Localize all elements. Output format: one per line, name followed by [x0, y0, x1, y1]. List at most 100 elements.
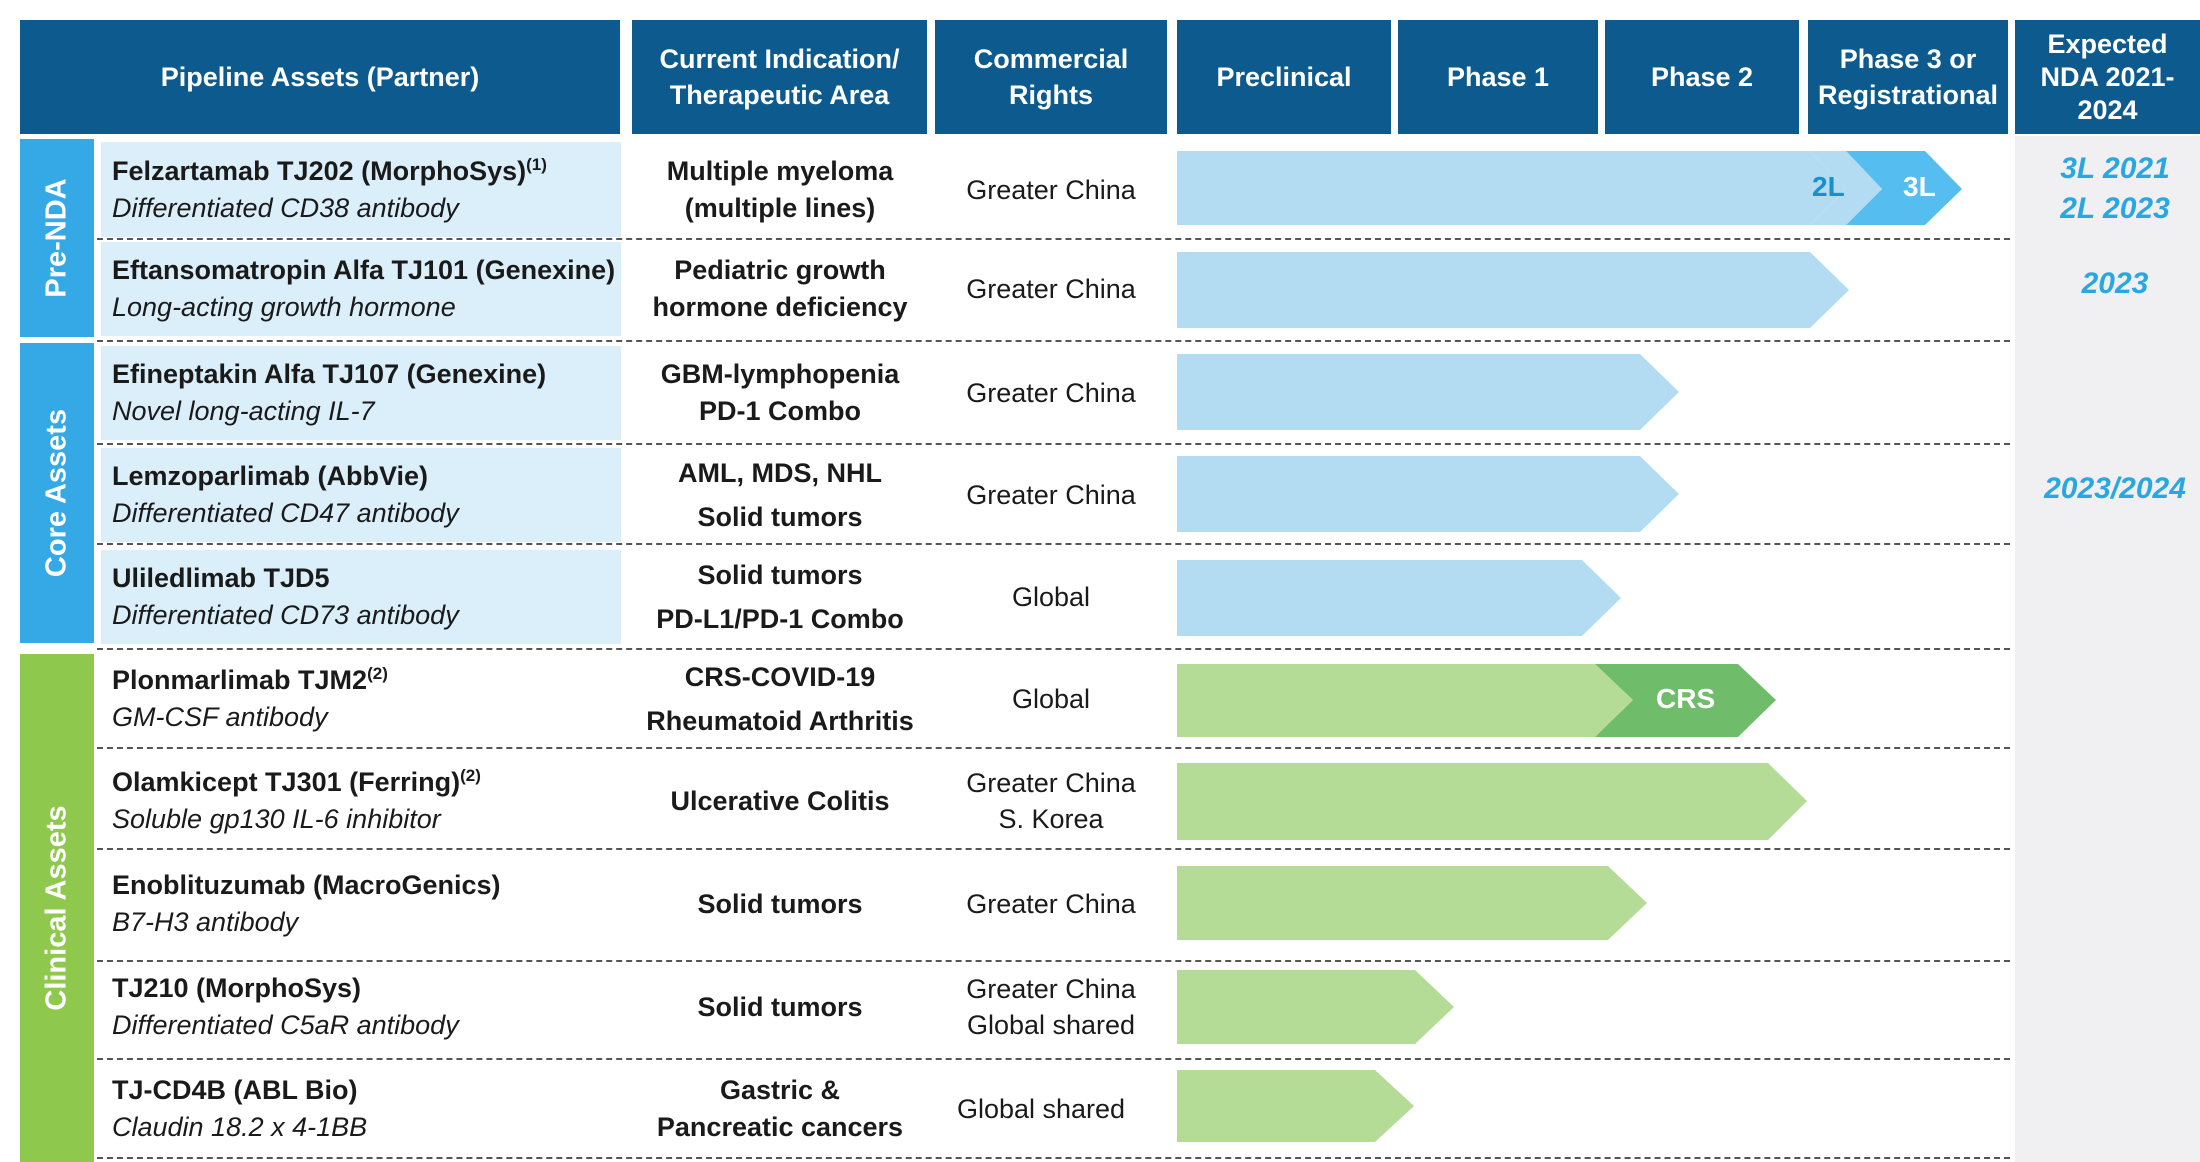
- asset-efineptakin: Efineptakin Alfa TJ107 (Genexine) Novel …: [112, 346, 632, 440]
- indication-felzartamab: Multiple myeloma (multiple lines): [630, 142, 930, 237]
- row-divider: [97, 848, 2010, 850]
- nda-line: 2L 2023: [2060, 192, 2170, 225]
- asset-description: Soluble gp130 IL-6 inhibitor: [112, 804, 441, 834]
- indication-tj210: Solid tumors: [630, 960, 930, 1054]
- row-divider: [97, 747, 2010, 749]
- row-divider: [97, 443, 2010, 445]
- progress-arrow-tj-cd4b: [1177, 1070, 1414, 1142]
- indication-line: PD-L1/PD-1 Combo: [656, 604, 904, 634]
- asset-name: Efineptakin Alfa TJ107 (Genexine): [112, 359, 547, 389]
- indication-line: hormone deficiency: [652, 292, 908, 322]
- indication-enoblituzumab: Solid tumors: [630, 857, 930, 951]
- indication-line: Solid tumors: [697, 888, 863, 919]
- asset-name: Eftansomatropin Alfa TJ101 (Genexine): [112, 255, 616, 285]
- header-preclinical: Preclinical: [1177, 20, 1391, 134]
- row-divider: [97, 648, 2010, 650]
- indication-plonmarlimab: CRS-COVID-19 Rheumatoid Arthritis: [630, 652, 930, 746]
- row-divider: [97, 340, 2010, 342]
- rights-olamkicept: Greater China S. Korea: [935, 754, 1167, 848]
- asset-tj210: TJ210 (MorphoSys) Differentiated C5aR an…: [112, 960, 632, 1054]
- footnote-marker: (2): [460, 766, 481, 785]
- rights-line: Greater China: [966, 974, 1136, 1004]
- progress-arrow-uliledlimab: [1177, 560, 1621, 636]
- asset-name: Lemzoparlimab (AbbVie): [112, 461, 429, 491]
- asset-name: TJ-CD4B (ABL Bio): [112, 1075, 358, 1105]
- indication-lemzoparlimab: AML, MDS, NHL Solid tumors: [630, 448, 930, 542]
- rights-line: Global shared: [966, 1010, 1136, 1040]
- rights-lemzoparlimab: Greater China: [935, 448, 1167, 542]
- rights-line: S. Korea: [998, 804, 1104, 834]
- asset-description: Novel long-acting IL-7: [112, 396, 375, 426]
- rights-uliledlimab: Global: [935, 550, 1167, 644]
- asset-name: Uliledlimab TJD5: [112, 563, 330, 593]
- group-pre-nda: Pre-NDA: [20, 139, 94, 337]
- asset-description: Long-acting growth hormone: [112, 292, 456, 322]
- indication-olamkicept: Ulcerative Colitis: [630, 754, 930, 848]
- progress-arrow-enoblituzumab: [1177, 866, 1647, 940]
- asset-highlight: [101, 142, 621, 237]
- indication-tj-cd4b: Gastric & Pancreatic cancers: [630, 1062, 930, 1156]
- asset-highlight: [101, 242, 621, 336]
- asset-felzartamab: Felzartamab TJ202 (MorphoSys)(1) Differe…: [112, 142, 632, 237]
- rights-felzartamab: Greater China: [935, 142, 1167, 237]
- rights-enoblituzumab: Greater China: [935, 857, 1167, 951]
- progress-arrow-tj210: [1177, 970, 1454, 1044]
- nda-eftansomatropin: 2023: [2081, 267, 2149, 300]
- stage-label-crs: CRS: [1656, 683, 1716, 714]
- rights-line: Greater China: [966, 174, 1136, 205]
- indication-line: Pediatric growth: [674, 255, 886, 285]
- progress-arrow-olamkicept: [1177, 763, 1807, 840]
- nda-core: 2023/2024: [2044, 472, 2186, 505]
- row-divider: [97, 1058, 2010, 1060]
- footnote-marker: (2): [367, 664, 388, 683]
- indication-line: Ulcerative Colitis: [670, 785, 890, 816]
- indication-eftansomatropin: Pediatric growth hormone deficiency: [630, 242, 930, 336]
- indication-line: AML, MDS, NHL: [678, 458, 882, 488]
- rights-line: Global shared: [956, 1094, 1126, 1124]
- header-indication: Current Indication/ Therapeutic Area: [632, 20, 927, 134]
- rights-line: Global: [1011, 582, 1091, 612]
- asset-highlight: [101, 550, 621, 644]
- asset-lemzoparlimab: Lemzoparlimab (AbbVie) Differentiated CD…: [112, 448, 632, 542]
- rights-line: Greater China: [966, 378, 1136, 408]
- header-phase1: Phase 1: [1398, 20, 1598, 134]
- progress-arrow-lemzoparlimab: [1177, 456, 1679, 532]
- nda-felzartamab: 3L 2021 2L 2023: [2015, 149, 2200, 229]
- asset-name: Felzartamab TJ202 (MorphoSys): [112, 155, 527, 186]
- asset-description: Differentiated CD73 antibody: [112, 600, 459, 630]
- asset-tj-cd4b: TJ-CD4B (ABL Bio) Claudin 18.2 x 4-1BB: [112, 1062, 632, 1156]
- header-pipeline-assets: Pipeline Assets (Partner): [20, 20, 620, 134]
- asset-highlight: [101, 346, 621, 440]
- rights-tj210: Greater China Global shared: [935, 960, 1167, 1054]
- group-core-assets: Core Assets: [20, 343, 94, 643]
- group-clinical-assets: Clinical Assets: [20, 654, 94, 1162]
- rights-efineptakin: Greater China: [935, 346, 1167, 440]
- indication-line: PD-1 Combo: [699, 396, 861, 426]
- rights-line: Greater China: [966, 480, 1136, 510]
- asset-uliledlimab: Uliledlimab TJD5 Differentiated CD73 ant…: [112, 550, 632, 644]
- header-phase2: Phase 2: [1605, 20, 1799, 134]
- indication-line: Multiple myeloma: [666, 155, 894, 186]
- progress-arrow-efineptakin: [1177, 354, 1679, 430]
- header-expected-nda: Expected NDA 2021- 2024: [2015, 20, 2200, 134]
- indication-line: Gastric &: [719, 1075, 841, 1105]
- asset-enoblituzumab: Enoblituzumab (MacroGenics) B7-H3 antibo…: [112, 857, 632, 951]
- header-commercial-rights: Commercial Rights: [935, 20, 1167, 134]
- rights-line: Greater China: [966, 768, 1136, 798]
- indication-line: Solid tumors: [697, 560, 863, 590]
- rights-plonmarlimab: Global: [935, 652, 1167, 746]
- nda-line: 3L 2021: [2060, 152, 2170, 185]
- row-divider: [97, 543, 2010, 545]
- progress-arrow-felzartamab: [1177, 151, 1846, 225]
- row-divider: [97, 238, 2010, 240]
- asset-description: B7-H3 antibody: [112, 907, 299, 937]
- footnote-marker: (1): [526, 154, 547, 174]
- asset-description: Claudin 18.2 x 4-1BB: [112, 1112, 368, 1142]
- header-phase3: Phase 3 or Registrational: [1808, 20, 2008, 134]
- asset-description: GM-CSF antibody: [112, 702, 328, 732]
- indication-line: Rheumatoid Arthritis: [646, 706, 914, 736]
- indication-efineptakin: GBM-lymphopenia PD-1 Combo: [630, 346, 930, 440]
- asset-description: Differentiated CD38 antibody: [112, 192, 459, 223]
- asset-plonmarlimab: Plonmarlimab TJM2(2) GM-CSF antibody: [112, 652, 632, 746]
- indication-line: GBM-lymphopenia: [660, 359, 900, 389]
